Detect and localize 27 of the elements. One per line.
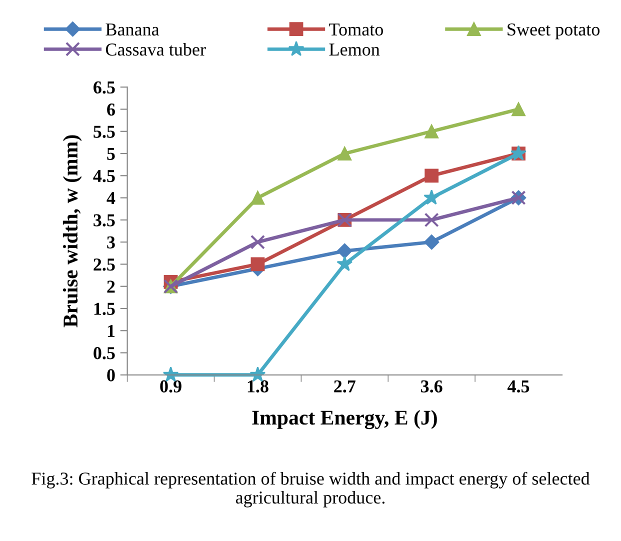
y-tick-label: 3 bbox=[107, 236, 115, 249]
y-tick-label: 5.5 bbox=[94, 126, 115, 138]
y-tick-label: 0 bbox=[107, 369, 115, 382]
y-tick-label: 6.5 bbox=[94, 81, 115, 94]
y-tick-label: 2 bbox=[107, 280, 115, 293]
y-tick-label: 0.5 bbox=[94, 347, 115, 360]
y-axis-title: Bruise width, w (mm) bbox=[62, 135, 82, 328]
legend-label: Sweet potato bbox=[508, 23, 600, 40]
y-tick-label: 4.5 bbox=[93, 170, 115, 182]
legend-label: Tomato bbox=[329, 24, 383, 36]
x-tick-label: 0.9 bbox=[160, 380, 182, 393]
x-axis-title: Impact Energy, E (J) bbox=[252, 410, 437, 430]
y-tick-label: 1 bbox=[108, 324, 115, 337]
x-tick-label: 2.7 bbox=[334, 380, 356, 393]
caption: Fig.3: Graphical representation of bruise width and impact energy of selected agricultural produce. bbox=[32, 472, 590, 508]
y-tick-label: 6 bbox=[107, 104, 115, 116]
y-tick-label: 4 bbox=[106, 192, 116, 204]
y-tick-label: 5 bbox=[107, 148, 115, 160]
legend-label: Banana bbox=[106, 24, 160, 36]
x-tick-label: 4.5 bbox=[508, 380, 530, 393]
x-tick-label: 1.8 bbox=[248, 380, 268, 393]
y-tick-label: 3.5 bbox=[94, 214, 115, 226]
y-tick-label: 1.5 bbox=[94, 302, 115, 316]
y-tick-label: 2.5 bbox=[94, 258, 115, 271]
legend-label: Cassava tuber bbox=[106, 42, 206, 56]
x-tick-label: 3.6 bbox=[420, 380, 442, 393]
legend-label: Lemon bbox=[329, 44, 380, 56]
